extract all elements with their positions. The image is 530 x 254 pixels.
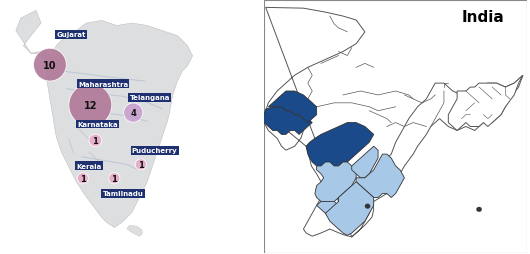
Polygon shape: [268, 92, 316, 123]
Circle shape: [476, 207, 482, 212]
Circle shape: [135, 159, 146, 170]
Circle shape: [69, 84, 112, 127]
Text: Tamilnadu: Tamilnadu: [103, 191, 144, 197]
Text: 12: 12: [84, 101, 97, 110]
Circle shape: [365, 204, 370, 209]
Text: India: India: [462, 9, 505, 24]
Polygon shape: [264, 8, 523, 237]
Polygon shape: [262, 107, 312, 135]
FancyBboxPatch shape: [264, 1, 527, 253]
Text: 1: 1: [80, 174, 86, 183]
Text: 1: 1: [138, 160, 144, 169]
Text: 4: 4: [130, 109, 136, 118]
Text: Telangana: Telangana: [129, 95, 170, 101]
Text: Puducherry: Puducherry: [132, 148, 178, 154]
Text: 1: 1: [111, 174, 117, 183]
Polygon shape: [352, 147, 378, 178]
Polygon shape: [306, 123, 374, 174]
Polygon shape: [315, 162, 356, 205]
Text: Kerala: Kerala: [76, 163, 102, 169]
Polygon shape: [448, 76, 523, 131]
Polygon shape: [127, 226, 142, 236]
Text: Karnataka: Karnataka: [77, 121, 118, 128]
Circle shape: [123, 104, 143, 123]
Polygon shape: [325, 182, 374, 235]
Text: 1: 1: [92, 136, 98, 145]
Text: Maharashtra: Maharashtra: [78, 81, 128, 87]
Circle shape: [89, 135, 102, 147]
Polygon shape: [316, 202, 347, 229]
Circle shape: [33, 49, 66, 82]
Text: Gujarat: Gujarat: [57, 32, 86, 38]
Polygon shape: [16, 11, 192, 228]
Circle shape: [109, 173, 120, 184]
Circle shape: [77, 173, 89, 184]
Polygon shape: [356, 154, 404, 198]
Text: 10: 10: [43, 60, 57, 70]
